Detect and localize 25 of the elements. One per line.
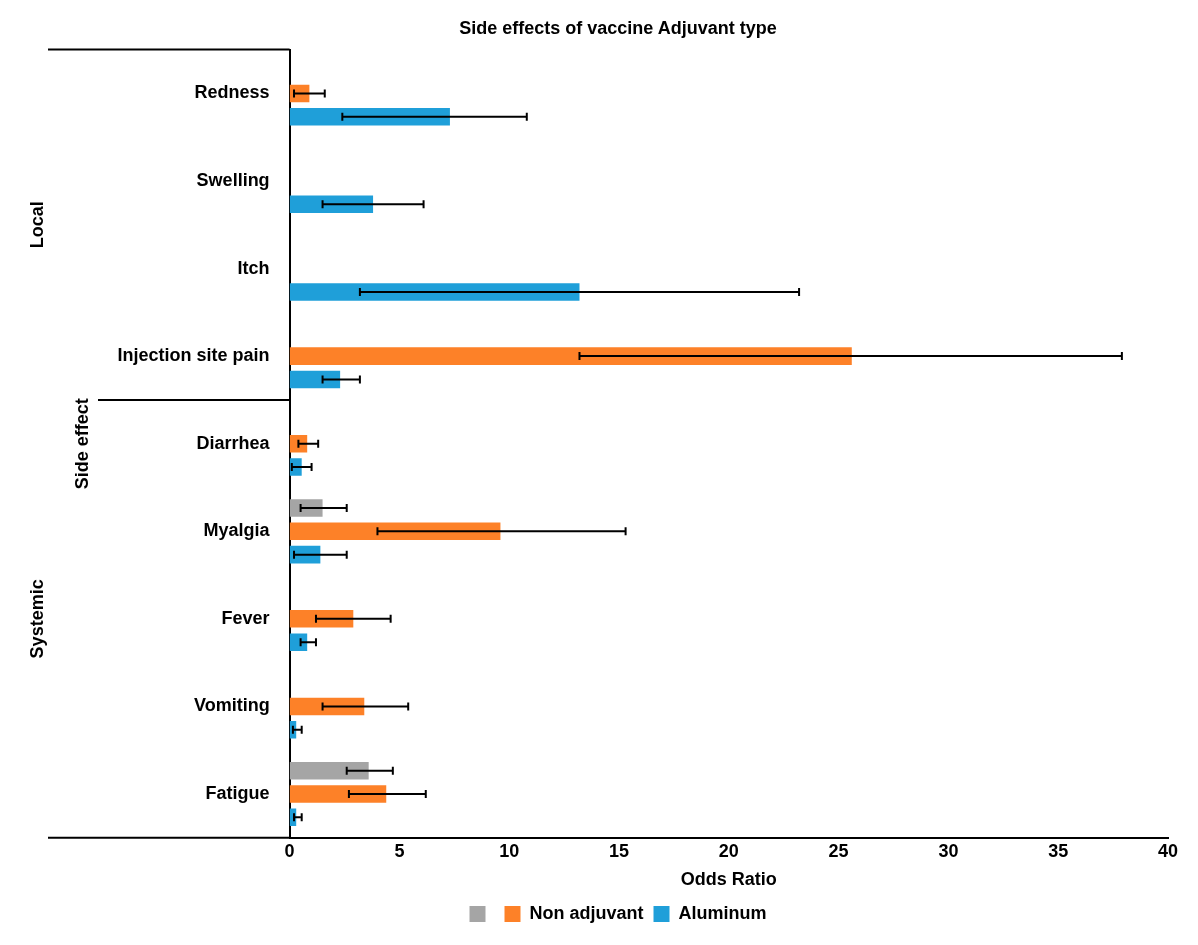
x-tick-label: 20	[718, 840, 739, 861]
x-tick-label: 35	[1048, 840, 1069, 861]
x-tick-label: 40	[1157, 840, 1179, 861]
legend-label: Non adjuvant	[529, 902, 644, 923]
y-tick-label: Fatigue	[205, 782, 270, 803]
x-tick-label: 30	[938, 840, 959, 861]
y-tick-label: Injection site pain	[117, 345, 270, 366]
text: Systemic	[26, 579, 47, 659]
x-tick-label: 25	[828, 840, 849, 861]
x-axis-title: Odds Ratio	[680, 869, 777, 890]
x-tick-label: 5	[394, 840, 405, 861]
text: Local	[26, 201, 47, 249]
x-tick-label: 10	[499, 840, 520, 861]
y-tick-label: Swelling	[196, 169, 270, 190]
x-tick-label: 15	[609, 840, 630, 861]
x-tick-label: 0	[284, 840, 295, 861]
y-tick-label: Myalgia	[203, 520, 271, 541]
y-tick-label: Diarrhea	[196, 432, 271, 453]
y-tick-label: Itch	[237, 257, 270, 278]
chart-title: Side effects of vaccine Adjuvant type	[459, 17, 777, 38]
y-tick-label: Redness	[194, 82, 270, 103]
y-tick-label: Vomiting	[193, 695, 270, 716]
legend-label: Aluminum	[678, 902, 767, 923]
y-tick-label: Fever	[221, 607, 270, 628]
y-axis-title: Side effect	[71, 398, 92, 490]
